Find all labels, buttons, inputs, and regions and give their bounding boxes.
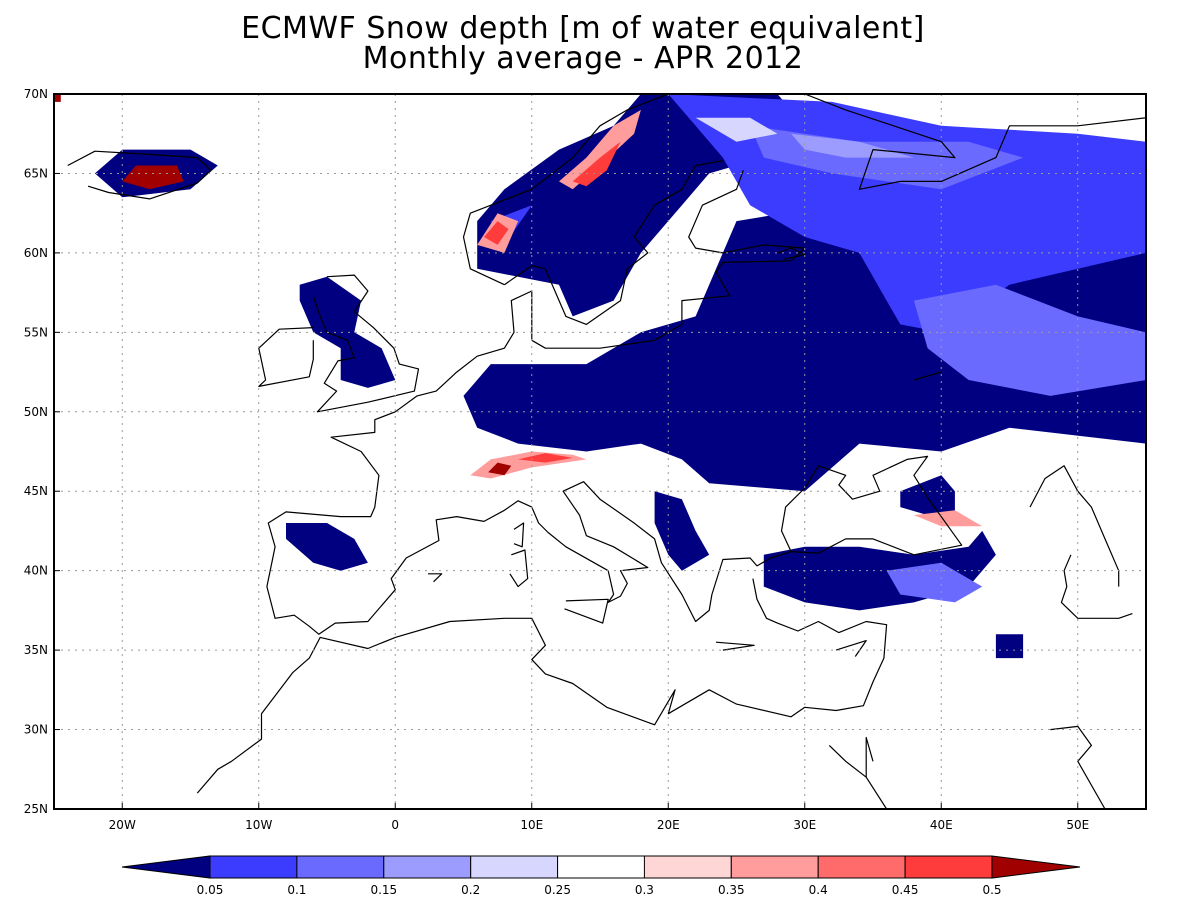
snow-region-23 [488,462,512,476]
coastline-14 [828,744,888,809]
lat-tick-label: 60N [24,246,48,260]
lat-tick-label: 40N [24,564,48,578]
snow-region-14 [791,133,914,158]
snow-region-20 [572,141,621,187]
legend-break-label: 0.2 [461,883,480,897]
coastline-7 [196,578,888,794]
legend-swatch [643,855,732,879]
legend-swatch [817,855,906,879]
lat-tick-label: 70N [24,87,48,101]
coastline-13 [428,573,443,583]
coastline-8 [509,549,529,588]
coastline-2 [67,150,212,200]
coastline-12 [835,639,867,657]
lat-tick-label: 35N [24,643,48,657]
lon-tick-label: 10E [520,818,543,832]
legend-swatch [730,855,819,879]
snow-region-24 [122,165,184,190]
coastline-15 [865,736,874,778]
snow-region-25 [54,94,61,102]
snow-cover-layer [54,94,1146,659]
coastline-layer [67,94,1146,809]
coastline-5 [504,160,724,325]
legend-break-label: 0.15 [370,883,397,897]
coastline-6 [266,170,963,635]
title-line-2: Monthly average - APR 2012 [362,41,804,76]
coastline-18 [1029,465,1120,587]
coastline-11 [715,641,755,651]
coastline-1 [258,327,314,387]
snow-region-15 [695,117,778,142]
snow-region-16 [559,109,641,190]
legend-swatch [296,855,385,879]
lon-tick-label: 50E [1066,818,1089,832]
snow-region-22 [518,453,573,463]
title-line-1: ECMWF Snow depth [m of water equivalent] [241,11,925,46]
snow-region-6 [900,475,955,516]
snow-region-11 [913,284,1146,396]
legend-break-label: 0.05 [197,883,224,897]
lon-tick-label: 0 [391,818,399,832]
lon-tick-label: 20W [109,818,136,832]
lat-tick-label: 30N [24,723,48,737]
coastline-0 [312,274,420,413]
legend-break-label: 0.3 [635,883,654,897]
coastline-10 [564,598,609,624]
coastline-3 [462,94,1146,286]
coastline-9 [513,522,525,548]
legend-break-label: 0.35 [718,883,745,897]
legend-swatch [470,855,559,879]
axis-tick-layer: 20W 10W 0 10E 20E 30E 40E 50E 25N 30N 35N 40N 45N 50N… [24,87,1089,832]
legend-swatch [209,855,298,879]
snow-region-13 [886,562,983,603]
legend-swatch [904,855,993,879]
lat-tick-label: 45N [24,484,48,498]
legend-arrow-high [991,855,1081,879]
legend-break-label: 0.1 [287,883,306,897]
coastline-17 [1060,554,1133,619]
legend-break-label: 0.4 [809,883,828,897]
lon-tick-label: 30E [793,818,816,832]
snow-region-0 [299,276,396,388]
lat-tick-label: 55N [24,325,48,339]
snow-region-3 [286,523,368,571]
snow-region-21 [484,221,509,245]
color-legend: 0.05 0.1 0.15 0.2 0.25 0.3 0.35 0.4 0.45 0.5 [121,855,1081,897]
lon-tick-label: 10W [245,818,272,832]
lat-tick-label: 25N [24,802,48,816]
legend-swatch [557,855,645,879]
legend-break-label: 0.45 [892,883,919,897]
graticule-layer [54,94,1146,809]
coastline-19 [913,371,942,381]
lat-tick-label: 65N [24,166,48,180]
legend-break-label: 0.25 [544,883,571,897]
lon-tick-label: 20E [657,818,680,832]
legend-swatch [383,855,472,879]
lon-tick-label: 40E [930,818,953,832]
legend-arrow-low [121,855,211,879]
legend-break-label: 0.5 [982,883,1001,897]
snow-region-7 [995,634,1024,659]
coastline-16 [1050,725,1106,809]
snow-region-19 [913,510,983,527]
chart-title: ECMWF Snow depth [m of water equivalent]… [0,14,1166,74]
lat-tick-label: 50N [24,405,48,419]
map-frame [53,93,1147,810]
